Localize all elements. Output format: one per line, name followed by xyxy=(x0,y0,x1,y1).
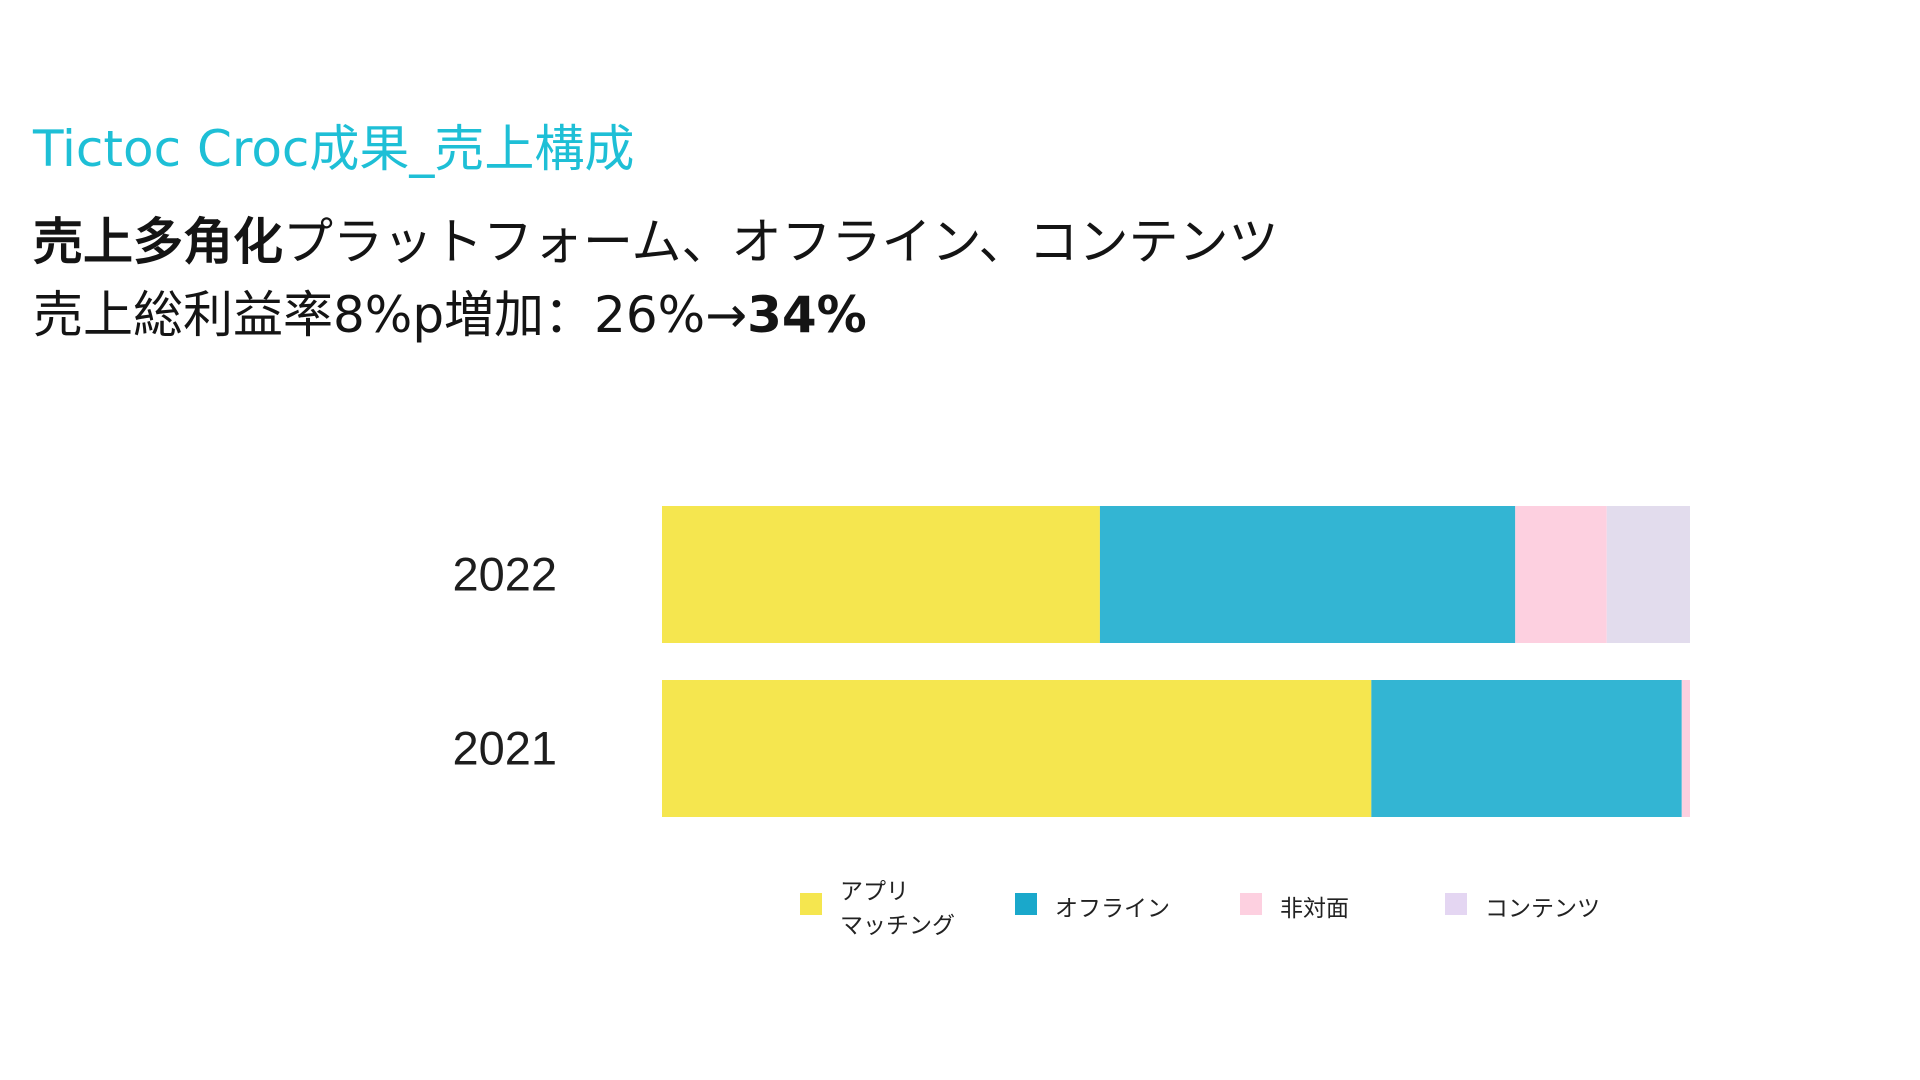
legend-swatch-non-face xyxy=(1240,893,1262,915)
headline-line-2: 売上総利益率8%p増加：26%→34% xyxy=(33,279,1279,352)
headline-line-1: 売上多角化プラットフォーム、オフライン、コンテンツ xyxy=(33,206,1279,279)
headline-rest-text: プラットフォーム、オフライン、コンテンツ xyxy=(283,213,1279,271)
margin-change-text: 売上総利益率8%p増加：26%→ xyxy=(33,285,748,344)
legend-label-contents: コンテンツ xyxy=(1485,896,1600,922)
bar-segment-2022-2 xyxy=(1099,506,1516,643)
legend-item-non-face: 非対面 xyxy=(1240,875,1349,926)
bar-segment-2022-1 xyxy=(662,506,1100,643)
legend-label-app-matching: アプリ マッチング xyxy=(840,879,955,939)
bar-segment-2022-3 xyxy=(1515,506,1607,643)
legend-item-app-matching: アプリ マッチング xyxy=(800,875,955,943)
legend-swatch-offline xyxy=(1015,893,1037,915)
category-label-2022: 2022 xyxy=(452,548,557,601)
page-title: Tictoc Croc成果_売上構成 xyxy=(33,120,635,178)
bar-segment-2021-1 xyxy=(662,680,1372,817)
legend-swatch-app-matching xyxy=(800,893,822,915)
legend-item-contents: コンテンツ xyxy=(1445,875,1600,926)
headline-bold-text: 売上多角化 xyxy=(33,213,283,271)
legend-swatch-contents xyxy=(1445,893,1467,915)
legend-item-offline: オフライン xyxy=(1015,875,1170,926)
headline: 売上多角化プラットフォーム、オフライン、コンテンツ 売上総利益率8%p増加：26… xyxy=(33,206,1279,351)
bar-segment-2021-2 xyxy=(1371,680,1682,817)
margin-result-value: 34% xyxy=(747,285,867,344)
bar-segment-2021-3 xyxy=(1681,680,1690,817)
chart-legend: アプリ マッチング オフライン 非対面 コンテンツ xyxy=(800,875,1660,955)
legend-label-offline: オフライン xyxy=(1055,896,1170,922)
legend-label-non-face: 非対面 xyxy=(1280,896,1349,922)
bar-segment-2022-4 xyxy=(1606,506,1690,643)
category-label-2021: 2021 xyxy=(452,722,557,775)
